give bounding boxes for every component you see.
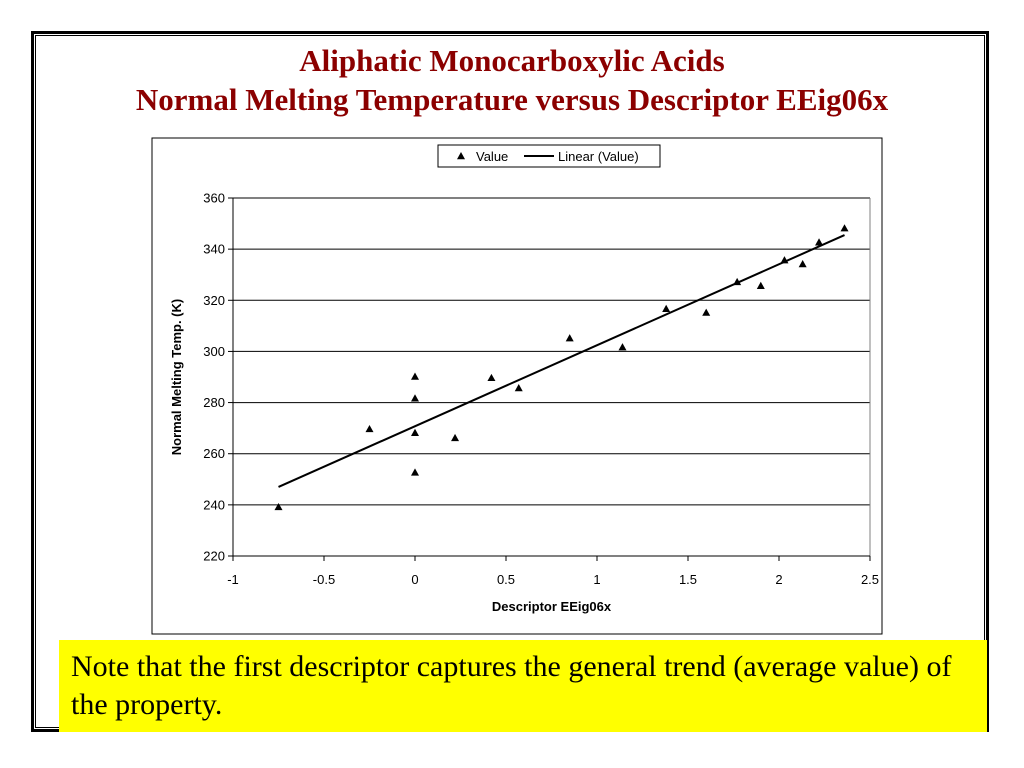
data-point: [411, 394, 419, 402]
legend-value-label: Value: [476, 149, 508, 164]
data-point: [815, 238, 824, 246]
y-tick-label: 320: [203, 293, 225, 308]
slide-title-line-2: Normal Melting Temperature versus Descri…: [135, 82, 889, 117]
x-tick-label: 1.5: [679, 572, 697, 587]
legend-linear-label: Linear (Value): [558, 149, 639, 164]
y-axis-label: Normal Melting Temp. (K): [169, 299, 184, 455]
x-tick-label: 0: [411, 572, 418, 587]
data-point: [840, 224, 849, 232]
y-tick-label: 300: [203, 344, 225, 359]
data-point: [411, 428, 419, 436]
data-point: [618, 343, 627, 351]
data-point: [274, 502, 283, 511]
data-point: [780, 256, 789, 264]
y-tick-label: 280: [203, 395, 225, 410]
y-tick-label: 360: [203, 191, 225, 206]
legend-value-marker: [457, 152, 465, 160]
data-point: [798, 260, 807, 268]
y-tick-label: 240: [203, 497, 225, 512]
x-tick-label: 2.5: [861, 572, 879, 587]
x-tick-label: -0.5: [313, 572, 335, 587]
linear-trendline: [278, 234, 845, 488]
slide-title-line-1: Aliphatic Monocarboxylic Acids: [299, 43, 725, 78]
x-axis-label: Descriptor EEig06x: [492, 599, 612, 614]
x-tick-label: -1: [227, 572, 239, 587]
data-point: [411, 468, 419, 476]
data-point: [487, 373, 496, 382]
x-tick-label: 0.5: [497, 572, 515, 587]
note-box: Note that the first descriptor captures …: [59, 640, 987, 732]
data-point: [411, 372, 419, 380]
data-point: [451, 433, 460, 442]
note-text: Note that the first descriptor captures …: [71, 650, 952, 721]
y-tick-label: 260: [203, 446, 225, 461]
y-tick-label: 340: [203, 242, 225, 257]
data-point: [662, 304, 671, 312]
chart-frame: [151, 137, 883, 635]
data-point: [733, 277, 742, 286]
x-tick-label: 2: [775, 572, 782, 587]
data-point: [365, 424, 374, 433]
data-point: [702, 308, 711, 316]
data-point: [756, 281, 765, 289]
data-point: [565, 334, 574, 342]
data-point: [514, 384, 523, 392]
x-tick-label: 1: [593, 572, 600, 587]
y-tick-label: 220: [203, 549, 225, 564]
